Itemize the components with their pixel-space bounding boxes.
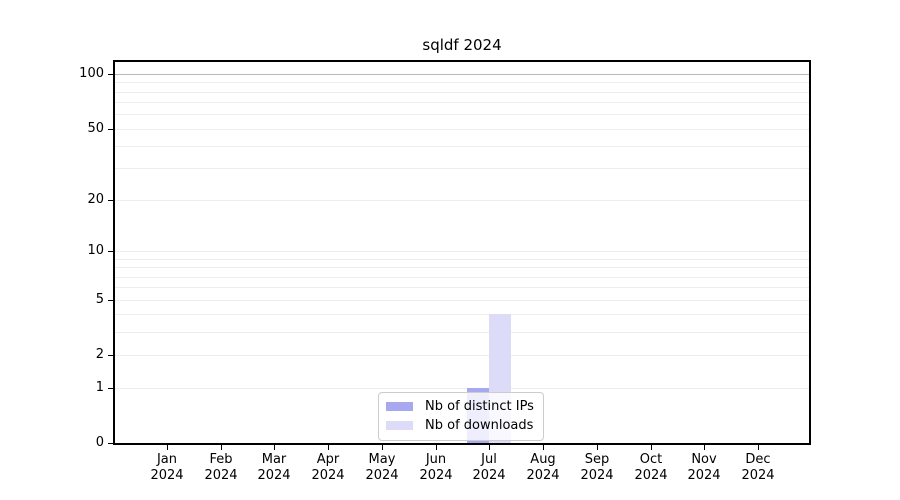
x-tick-mark-jul: [489, 445, 490, 450]
gridline-40: [115, 146, 809, 147]
y-tick-mark-5: [108, 300, 113, 301]
x-tick-label-may: May 2024: [365, 452, 399, 483]
x-tick-mark-feb: [221, 445, 222, 450]
x-tick-mark-nov: [704, 445, 705, 450]
legend-swatch-0: [386, 402, 413, 411]
y-tick-mark-0: [108, 443, 113, 444]
gridline-1: [115, 388, 809, 389]
x-tick-label-jul: Jul 2024: [472, 452, 506, 483]
y-tick-mark-1: [108, 388, 113, 389]
x-tick-label-mar: Mar 2024: [257, 452, 291, 483]
gridline-3: [115, 332, 809, 333]
legend: Nb of distinct IPs Nb of downloads: [378, 392, 544, 441]
gridline-4: [115, 314, 809, 315]
y-tick-label-50: 50: [87, 121, 104, 136]
legend-swatch-1: [386, 421, 413, 430]
y-tick-mark-20: [108, 200, 113, 201]
x-tick-mark-oct: [651, 445, 652, 450]
chart-title: sqldf 2024: [422, 36, 502, 54]
y-tick-label-20: 20: [87, 192, 104, 207]
gridline-80: [115, 92, 809, 93]
x-tick-mark-jun: [436, 445, 437, 450]
x-tick-mark-aug: [543, 445, 544, 450]
x-tick-mark-apr: [328, 445, 329, 450]
legend-entry-0: Nb of distinct IPs: [386, 397, 534, 416]
gridline-20: [115, 200, 809, 201]
x-tick-mark-mar: [274, 445, 275, 450]
y-tick-mark-100: [108, 74, 113, 75]
gridline-5: [115, 300, 809, 301]
x-tick-label-feb: Feb 2024: [204, 452, 238, 483]
x-tick-label-dec: Dec 2024: [741, 452, 775, 483]
gridline-50: [115, 129, 809, 130]
plot-spine-left: [113, 60, 115, 445]
y-tick-label-2: 2: [95, 347, 104, 362]
x-tick-mark-sep: [597, 445, 598, 450]
y-tick-label-10: 10: [87, 243, 104, 258]
legend-entry-1: Nb of downloads: [386, 416, 534, 435]
gridline-6: [115, 287, 809, 288]
gridline-7: [115, 277, 809, 278]
x-tick-label-sep: Sep 2024: [580, 452, 614, 483]
x-tick-mark-dec: [758, 445, 759, 450]
gridline-9: [115, 259, 809, 260]
gridline-100: [115, 74, 809, 75]
x-tick-mark-may: [382, 445, 383, 450]
gridline-30: [115, 168, 809, 169]
y-tick-mark-2: [108, 355, 113, 356]
gridline-8: [115, 267, 809, 268]
x-tick-label-nov: Nov 2024: [687, 452, 721, 483]
plot-spine-bottom: [113, 443, 811, 445]
plot-spine-top: [113, 60, 811, 62]
legend-label-1: Nb of downloads: [425, 418, 534, 433]
y-tick-label-100: 100: [79, 66, 104, 81]
gridline-60: [115, 114, 809, 115]
x-tick-label-aug: Aug 2024: [526, 452, 560, 483]
plot-spine-right: [809, 60, 811, 445]
y-tick-label-5: 5: [95, 292, 104, 307]
gridline-2: [115, 355, 809, 356]
y-tick-label-1: 1: [95, 380, 104, 395]
x-tick-label-jun: Jun 2024: [419, 452, 453, 483]
x-tick-label-jan: Jan 2024: [150, 452, 184, 483]
gridline-70: [115, 102, 809, 103]
y-tick-mark-10: [108, 251, 113, 252]
gridline-10: [115, 251, 809, 252]
x-tick-label-oct: Oct 2024: [634, 452, 668, 483]
gridline-90: [115, 82, 809, 83]
y-tick-label-0: 0: [95, 435, 104, 450]
y-tick-mark-50: [108, 129, 113, 130]
x-tick-mark-jan: [167, 445, 168, 450]
x-tick-label-apr: Apr 2024: [311, 452, 345, 483]
legend-label-0: Nb of distinct IPs: [425, 399, 534, 414]
